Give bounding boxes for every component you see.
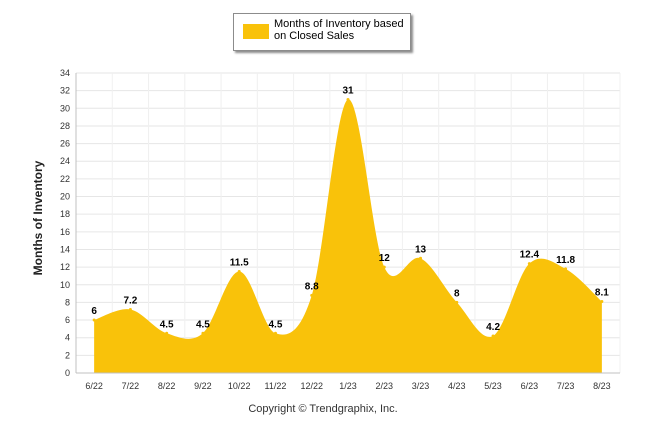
data-label: 4.5 bbox=[160, 319, 174, 330]
copyright-text: Copyright © Trendgraphix, Inc. bbox=[248, 403, 398, 415]
data-point bbox=[237, 270, 241, 274]
x-tick-label: 9/22 bbox=[194, 381, 212, 391]
y-tick-label: 30 bbox=[60, 103, 70, 113]
data-label: 13 bbox=[415, 244, 427, 255]
data-label: 8 bbox=[454, 288, 460, 299]
data-point bbox=[419, 256, 423, 260]
y-axis-title: Months of Inventory bbox=[31, 160, 45, 275]
y-tick-label: 8 bbox=[65, 297, 70, 307]
x-tick-label: 11/22 bbox=[265, 381, 287, 391]
x-tick-label: 1/23 bbox=[339, 381, 357, 391]
data-label: 7.2 bbox=[123, 295, 137, 306]
y-tick-label: 14 bbox=[60, 244, 70, 254]
y-tick-label: 12 bbox=[60, 262, 70, 272]
legend-label: Months of Inventory based on Closed Sale… bbox=[274, 18, 404, 42]
y-tick-label: 18 bbox=[60, 209, 70, 219]
x-tick-label: 8/23 bbox=[593, 381, 611, 391]
data-point bbox=[273, 331, 277, 335]
x-tick-label: 12/22 bbox=[300, 381, 323, 391]
data-point bbox=[382, 265, 386, 269]
x-tick-label: 10/22 bbox=[228, 381, 251, 391]
x-tick-label: 2/23 bbox=[376, 381, 394, 391]
y-tick-label: 32 bbox=[60, 86, 70, 96]
data-label: 4.5 bbox=[269, 319, 283, 330]
y-tick-label: 16 bbox=[60, 227, 70, 237]
data-label: 8.8 bbox=[305, 281, 319, 292]
y-tick-label: 26 bbox=[60, 139, 70, 149]
x-tick-label: 5/23 bbox=[484, 381, 502, 391]
x-tick-label: 7/23 bbox=[557, 381, 575, 391]
data-labels: 6 7.2 4.5 4.5 11.5 4.5 8.8 31 12 13 8 4.2 12.4 11.8 8.… bbox=[91, 85, 609, 332]
data-label: 4.5 bbox=[196, 319, 210, 330]
data-label: 12 bbox=[379, 253, 391, 264]
data-point bbox=[527, 262, 531, 266]
data-point bbox=[564, 267, 568, 271]
y-tick-label: 10 bbox=[60, 280, 70, 290]
data-point bbox=[455, 300, 459, 304]
data-point bbox=[600, 300, 604, 304]
y-tick-label: 24 bbox=[60, 156, 70, 166]
y-tick-label: 0 bbox=[65, 368, 70, 378]
series-area-path bbox=[94, 99, 602, 373]
data-label: 11.8 bbox=[556, 255, 575, 266]
x-tick-label: 3/23 bbox=[412, 381, 430, 391]
legend-swatch bbox=[243, 24, 269, 39]
y-tick-label: 6 bbox=[65, 315, 70, 325]
y-tick-label: 28 bbox=[60, 121, 70, 131]
data-label: 12.4 bbox=[520, 250, 540, 261]
data-point bbox=[491, 334, 495, 338]
x-tick-label: 4/23 bbox=[448, 381, 466, 391]
x-tick-label: 6/23 bbox=[521, 381, 539, 391]
legend: Months of Inventory based on Closed Sale… bbox=[233, 13, 411, 51]
y-tick-label: 34 bbox=[60, 68, 70, 78]
data-label: 4.2 bbox=[486, 322, 500, 333]
x-tick-label: 7/22 bbox=[122, 381, 140, 391]
y-tick-label: 4 bbox=[65, 333, 70, 343]
data-point bbox=[128, 307, 132, 311]
series-area bbox=[92, 97, 604, 373]
data-label: 8.1 bbox=[595, 288, 609, 299]
data-point bbox=[310, 293, 314, 297]
data-point bbox=[201, 331, 205, 335]
y-tick-label: 22 bbox=[60, 174, 70, 184]
data-label: 11.5 bbox=[230, 258, 249, 269]
axes bbox=[75, 73, 620, 374]
data-point bbox=[92, 318, 96, 322]
data-point bbox=[165, 331, 169, 335]
data-label: 6 bbox=[91, 306, 97, 317]
data-point bbox=[346, 97, 350, 101]
x-tick-label: 8/22 bbox=[158, 381, 176, 391]
y-tick-label: 20 bbox=[60, 192, 70, 202]
y-tick-label: 2 bbox=[65, 350, 70, 360]
x-tick-label: 6/22 bbox=[85, 381, 103, 391]
data-label: 31 bbox=[342, 85, 354, 96]
